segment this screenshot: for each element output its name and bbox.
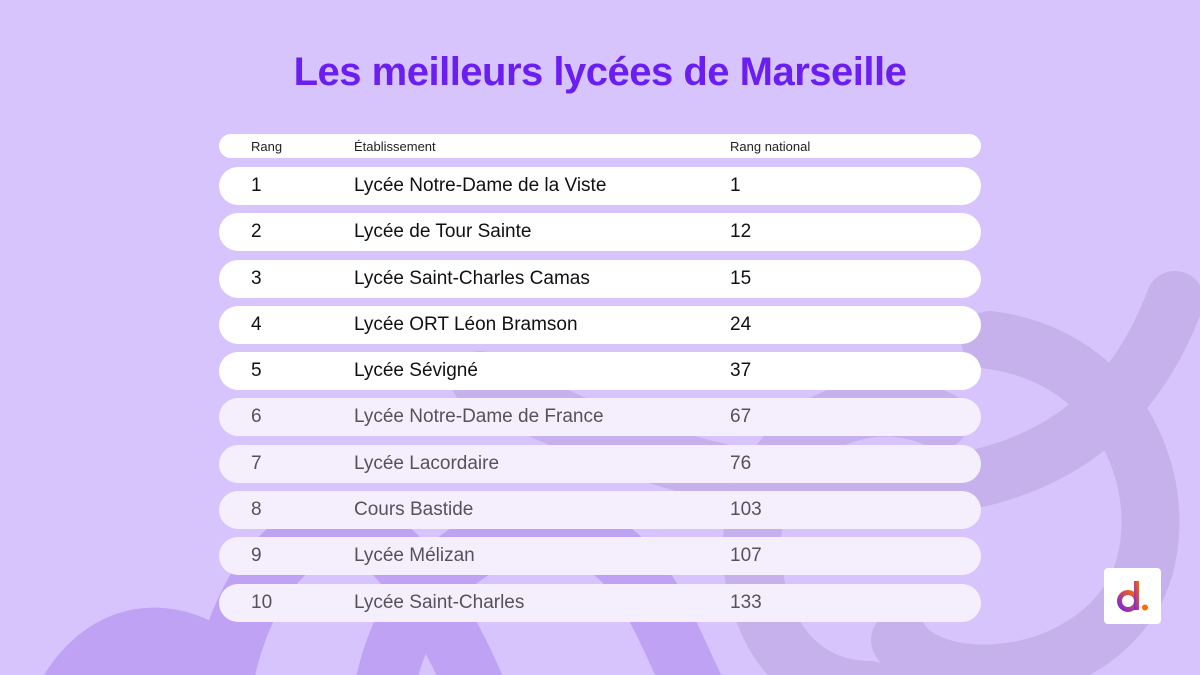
table-row: 5 Lycée Sévigné 37 [219, 352, 981, 391]
table-row: 2 Lycée de Tour Sainte 12 [219, 213, 981, 252]
header-establishment: Établissement [354, 138, 436, 154]
brand-logo [1104, 568, 1161, 624]
rank-cell: 3 [251, 267, 262, 289]
d-dot-logo-icon [1116, 581, 1148, 612]
rank-cell: 4 [251, 313, 262, 335]
school-name-cell: Lycée Lacordaire [354, 452, 500, 474]
national-rank-cell: 24 [730, 313, 752, 335]
national-rank-cell: 1 [730, 175, 741, 196]
school-name-cell: Lycée Sévigné [354, 360, 478, 382]
national-rank-cell: 103 [730, 499, 762, 521]
table-row: 1 Lycée Notre-Dame de la Viste 1 [219, 167, 981, 205]
rank-cell: 10 [251, 591, 273, 613]
school-name-cell: Lycée Mélizan [354, 545, 475, 567]
school-name-cell: Lycée ORT Léon Bramson [354, 313, 578, 335]
table-header: Rang Établissement Rang national [219, 134, 981, 158]
rank-cell: 8 [251, 499, 262, 521]
rank-cell: 5 [251, 360, 262, 382]
rank-cell: 1 [251, 175, 262, 196]
rank-cell: 9 [251, 545, 262, 567]
rank-cell: 2 [251, 221, 262, 243]
national-rank-cell: 76 [730, 452, 752, 474]
national-rank-cell: 37 [730, 360, 752, 382]
national-rank-cell: 133 [730, 591, 762, 613]
school-name-cell: Lycée de Tour Sainte [354, 221, 532, 243]
header-national-rank: Rang national [730, 138, 811, 154]
national-rank-cell: 12 [730, 221, 752, 243]
table-row: 7 Lycée Lacordaire 76 [219, 444, 981, 483]
national-rank-cell: 15 [730, 267, 752, 289]
table-row: 9 Lycée Mélizan 107 [219, 537, 981, 576]
school-name-cell: Lycée Notre-Dame de France [354, 406, 604, 428]
ranking-table: Rang Établissement Rang national 1 Lycée… [219, 134, 981, 630]
table-row: 3 Lycée Saint-Charles Camas 15 [219, 259, 981, 298]
header-rank: Rang [251, 138, 283, 154]
table-row: 10 Lycée Saint-Charles 133 [219, 583, 981, 622]
rank-cell: 7 [251, 452, 262, 474]
school-name-cell: Lycée Saint-Charles Camas [354, 267, 590, 289]
page-title: Les meilleurs lycées de Marseille [293, 50, 907, 94]
table-row: 8 Cours Bastide 103 [219, 491, 981, 530]
school-name-cell: Cours Bastide [354, 499, 474, 521]
national-rank-cell: 107 [730, 545, 762, 567]
school-name-cell: Lycée Saint-Charles [354, 591, 525, 613]
national-rank-cell: 67 [730, 406, 752, 428]
table-row: 4 Lycée ORT Léon Bramson 24 [219, 305, 981, 344]
school-name-cell: Lycée Notre-Dame de la Viste [354, 175, 607, 196]
rank-cell: 6 [251, 406, 262, 428]
table-row: 6 Lycée Notre-Dame de France 67 [219, 398, 981, 437]
